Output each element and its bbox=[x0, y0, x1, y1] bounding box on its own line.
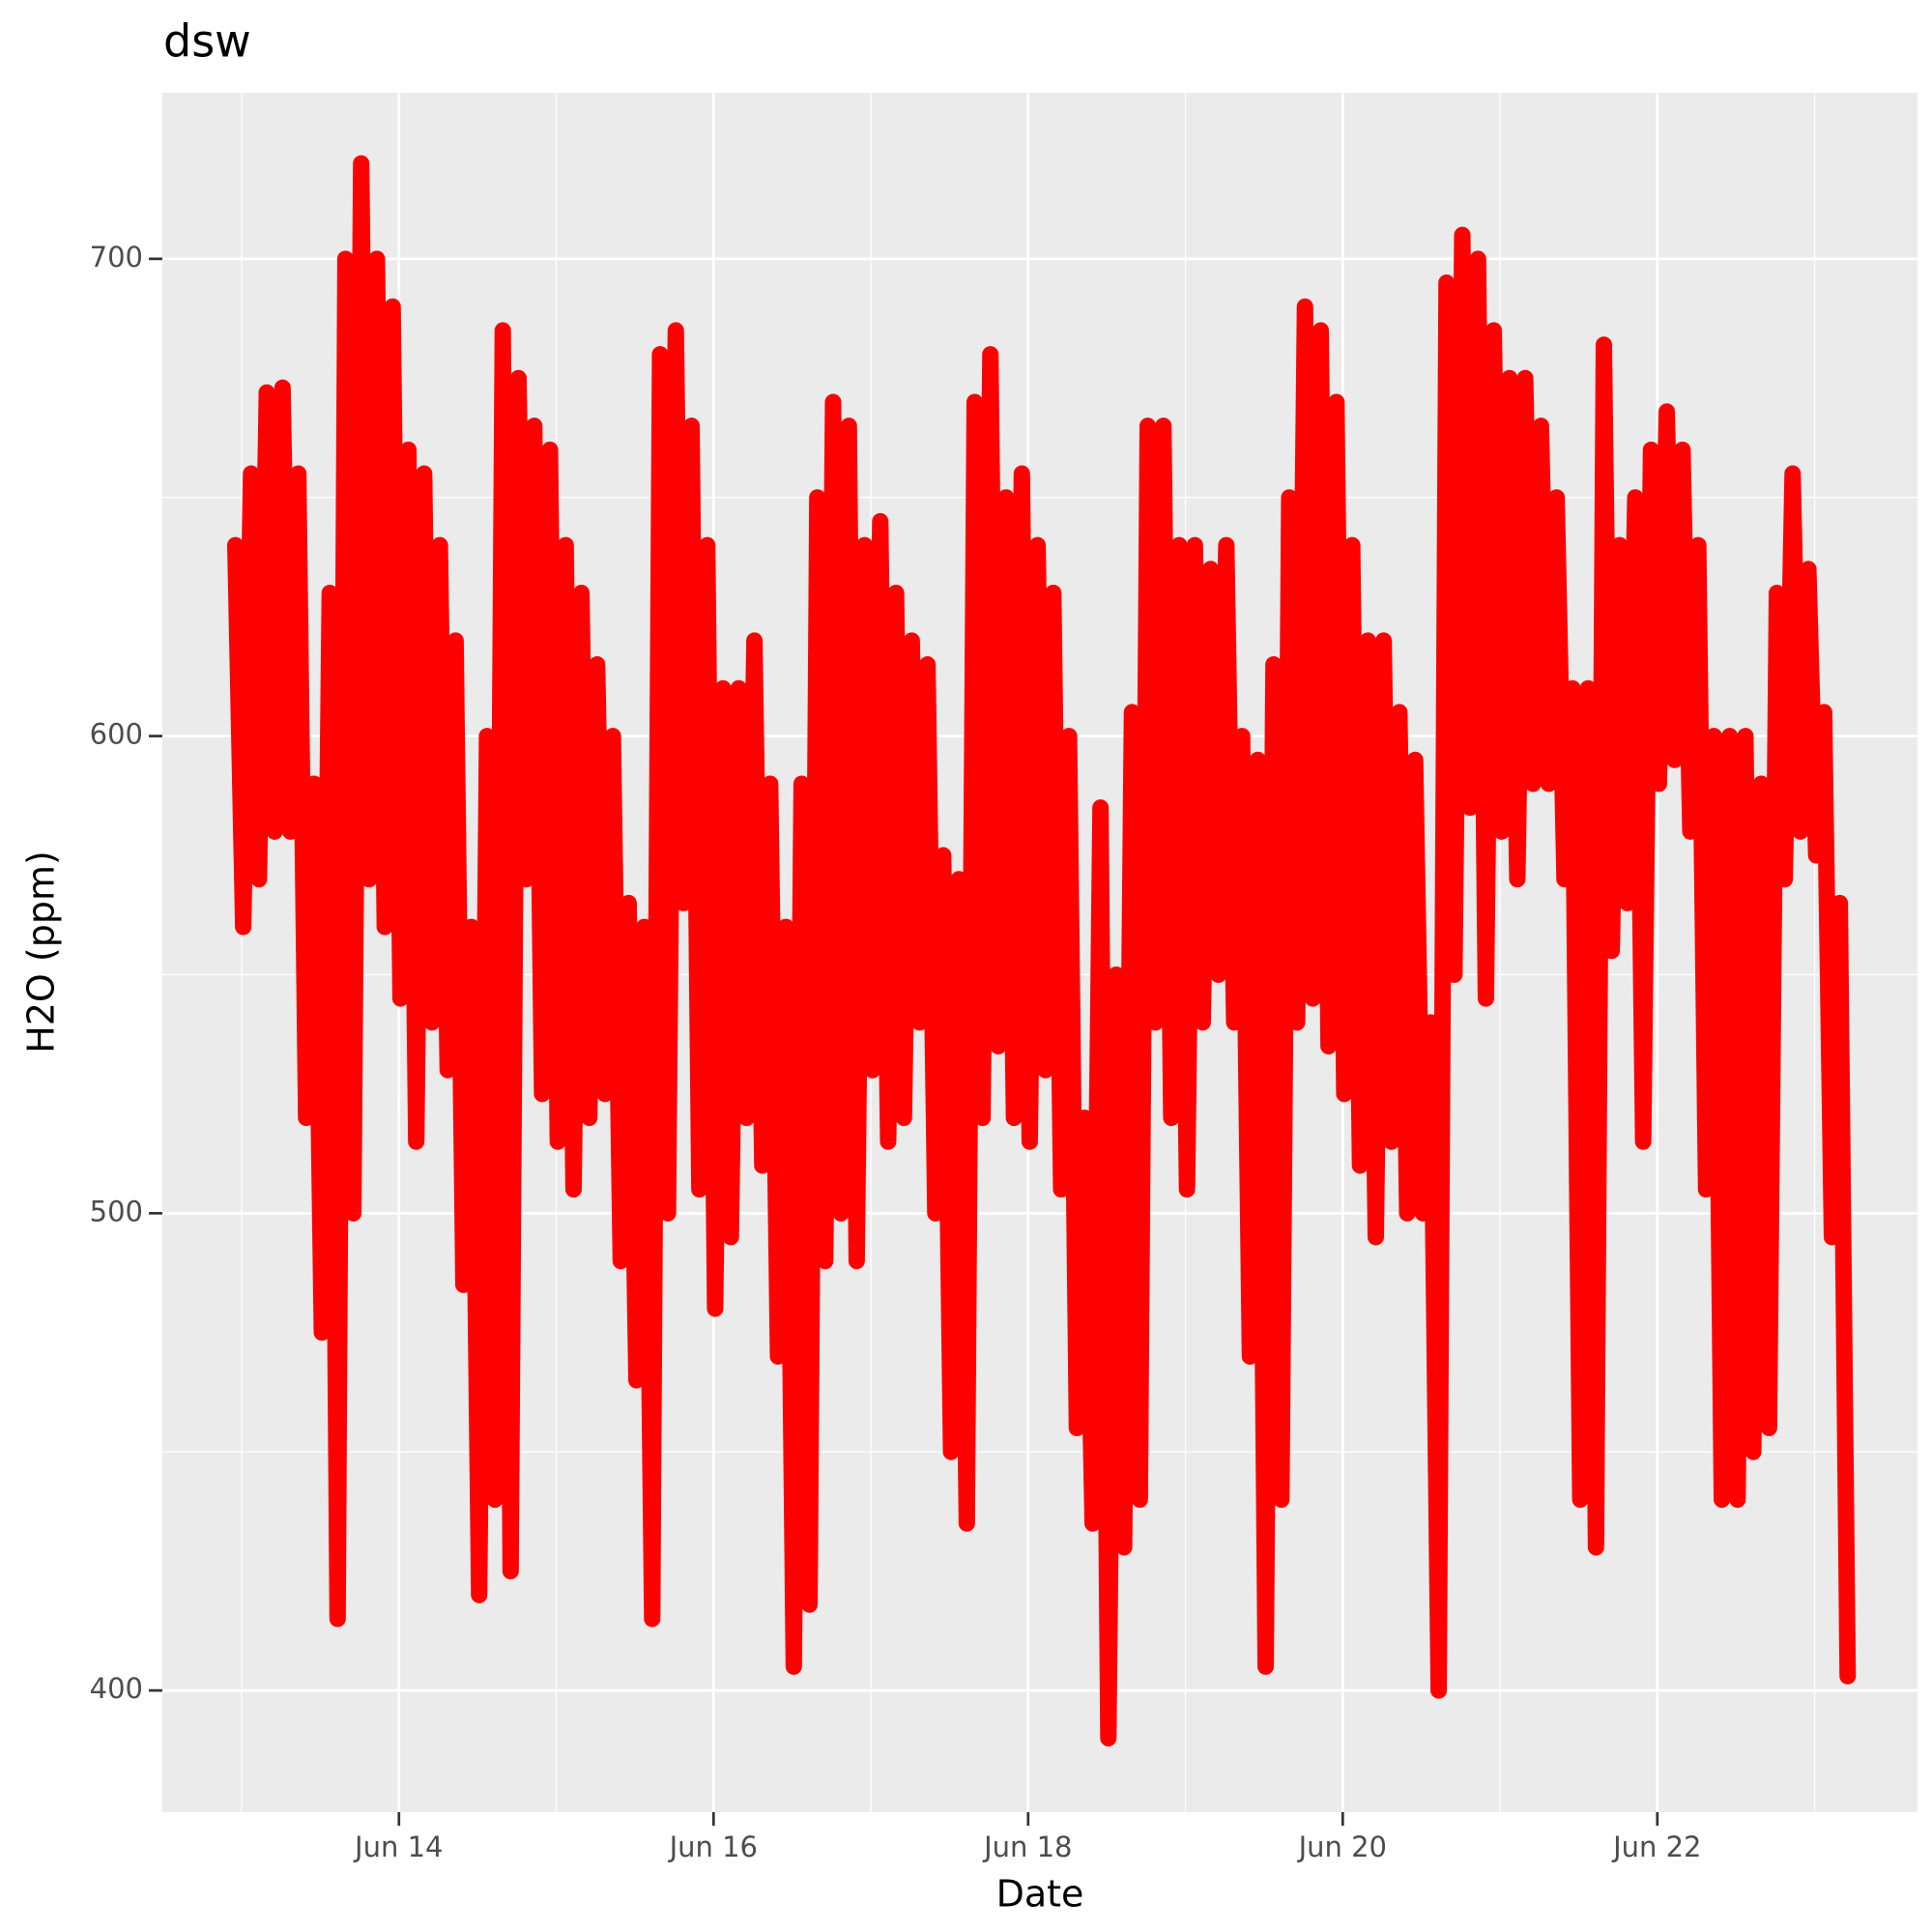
x-tick-label: Jun 14 bbox=[353, 1831, 443, 1863]
y-tick-label: 700 bbox=[90, 241, 143, 274]
x-tick-label: Jun 18 bbox=[982, 1831, 1072, 1863]
y-tick-label: 600 bbox=[90, 718, 143, 751]
marks bbox=[227, 155, 1857, 1746]
y-axis-title: H2O (ppm) bbox=[20, 851, 63, 1053]
x-tick-label: Jun 22 bbox=[1611, 1831, 1701, 1863]
y-tick-label: 400 bbox=[90, 1672, 143, 1705]
chart-title: dsw bbox=[163, 15, 251, 68]
data-trace bbox=[227, 155, 1857, 1746]
x-tick-label: Jun 16 bbox=[668, 1831, 758, 1863]
x-tick-label: Jun 20 bbox=[1297, 1831, 1387, 1863]
y-tick-label: 500 bbox=[90, 1195, 143, 1227]
x-axis-title: Date bbox=[996, 1873, 1084, 1916]
